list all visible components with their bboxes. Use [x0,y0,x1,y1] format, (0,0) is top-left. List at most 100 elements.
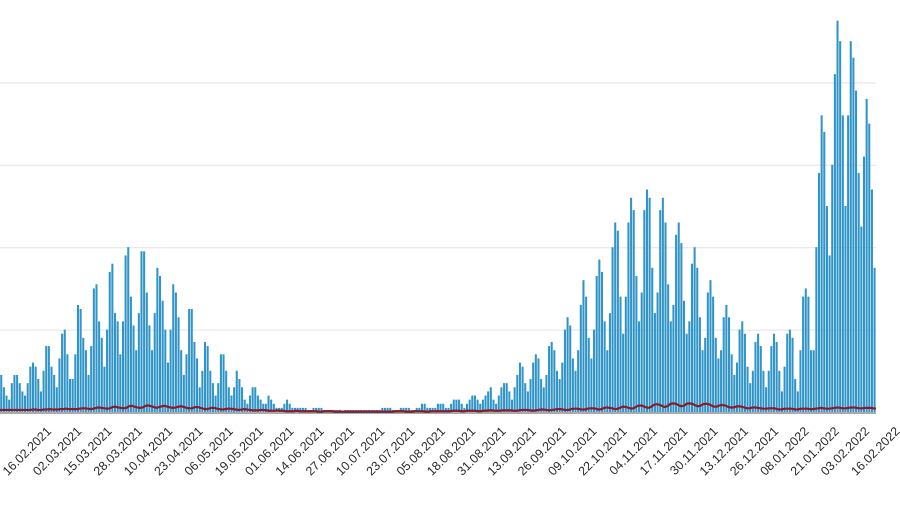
bar [775,341,778,412]
bar [839,41,842,412]
bar [868,123,871,412]
bar [103,366,106,412]
bar [320,407,323,412]
bar [664,222,667,412]
bar [630,197,633,412]
bar [137,313,140,412]
bar [643,210,646,412]
bar [140,251,143,412]
bar [317,407,320,412]
bar [770,346,773,412]
bar [587,337,590,412]
bar [423,403,426,412]
bar [717,358,720,412]
bar [18,383,21,412]
bar [458,399,461,412]
bar [751,370,754,412]
bar [270,399,273,412]
bar [598,259,601,412]
bar [656,292,659,412]
bar [606,350,609,412]
bar [521,366,524,412]
bar [555,370,559,412]
bar [177,317,180,412]
bar [119,354,122,412]
bar [762,370,765,412]
bar [600,271,604,412]
bar [667,284,670,412]
bar [669,321,672,412]
bar [214,395,217,412]
bar [733,374,736,412]
bar [503,383,506,412]
bar [90,346,93,412]
bar [182,374,185,412]
bar [233,387,236,412]
bar [550,341,553,412]
bar [590,358,593,412]
bar [526,391,529,412]
bar [405,407,408,412]
bar [8,399,11,412]
bar [561,362,564,412]
bar [428,407,431,412]
bar [243,399,246,412]
bar [61,333,64,412]
bar [286,399,289,412]
bar [778,370,781,412]
bar [151,350,154,412]
bar [47,346,50,412]
bar [693,247,696,412]
bar [862,156,866,412]
bar [783,366,786,412]
bar [701,350,704,412]
bar-series [0,20,876,413]
bar [16,374,19,412]
bar [66,354,69,412]
bar [524,383,527,412]
bar [534,354,537,412]
bar [217,383,220,412]
bar [653,313,656,412]
bar [262,403,265,412]
grid-lines [0,82,876,331]
bar [725,304,728,412]
bar [21,391,24,412]
bar [100,337,103,412]
bar [436,403,439,412]
bar [759,346,762,412]
bar [685,333,688,412]
bar [76,304,79,412]
bar [196,358,199,412]
bar [823,131,826,412]
bar [810,350,813,412]
bar [730,354,733,412]
bar [315,407,318,412]
bar [235,370,238,412]
bar [439,403,442,412]
bar [497,395,500,412]
bar [386,407,389,412]
x-axis-tick-labels: 16.02.202102.03.202115.03.202128.03.2021… [0,424,900,478]
bar [156,267,159,412]
bar [571,358,574,412]
bar [735,362,738,412]
bar [638,321,641,412]
bar [434,407,437,412]
bar [714,337,717,412]
bar [807,296,810,412]
bar [746,366,749,412]
bar [418,407,421,412]
bar [442,403,445,412]
bar [836,20,839,412]
bar [50,366,53,412]
bar [802,296,805,412]
bar [13,374,16,412]
bar [754,341,757,412]
bar [399,407,402,412]
bar [452,399,455,412]
bar [749,383,752,412]
bar [683,300,686,412]
bar [593,329,596,412]
